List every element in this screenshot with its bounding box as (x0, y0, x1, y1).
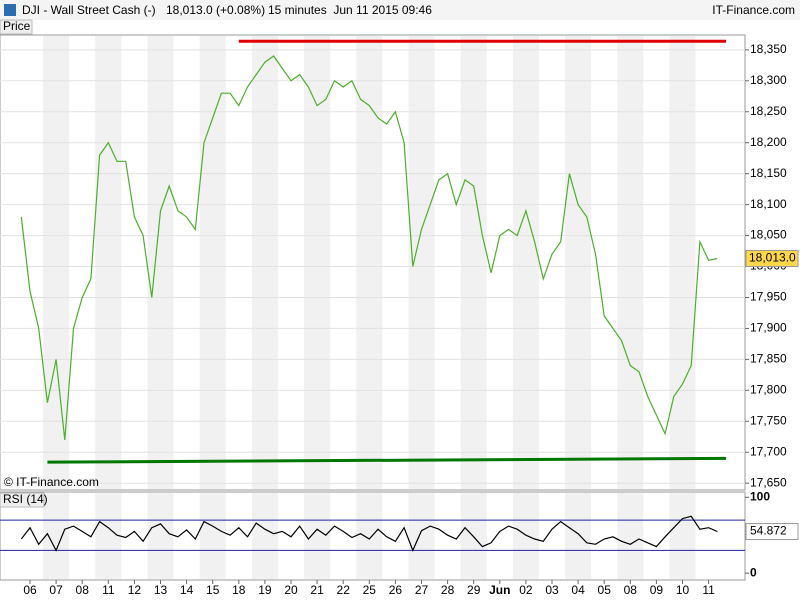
x-tick-label: 15 (206, 583, 220, 597)
x-tick-label: 22 (337, 583, 351, 597)
plot-layer: 06 07 08 11 12 13 14 15 18 19 20 21 22 25 26 27 28 29 Jun 0… (0, 19, 799, 597)
y-tick-label: 18,200 (750, 135, 787, 149)
x-tick-label: 14 (180, 583, 194, 597)
last-price-box (745, 249, 799, 267)
x-tick-label: 11 (102, 583, 115, 597)
x-tick-label: 19 (258, 583, 272, 597)
day-band (251, 493, 278, 579)
y-tick-label: 18,050 (750, 228, 787, 242)
day-band (617, 493, 644, 579)
x-tick-label: 12 (128, 583, 142, 597)
x-tick-label: Jun (489, 583, 510, 597)
panel-label: Price (3, 19, 31, 33)
x-tick-label: 11 (702, 583, 715, 597)
day-band (565, 493, 592, 579)
day-band (199, 493, 226, 579)
x-tick-label: 25 (363, 583, 377, 597)
last-price-label: 18,013.0 (749, 251, 796, 265)
panel-label: RSI (14) (3, 492, 48, 506)
header-bar (0, 0, 800, 20)
data-line (20, 515, 718, 552)
x-tick-label: 05 (598, 583, 612, 597)
x-tick-label: 29 (467, 583, 481, 597)
y-tick-label: 17,900 (750, 321, 787, 335)
y-tick-label: 17,700 (750, 444, 787, 458)
x-tick-label: 02 (519, 583, 533, 597)
last-rsi-box (745, 523, 799, 541)
day-band (304, 493, 331, 579)
brand: IT-Finance.com (712, 3, 795, 17)
y-tick-label: 17,950 (750, 290, 787, 304)
y-tick-label: 17,850 (750, 352, 787, 366)
y-tick-label: 0 (750, 565, 757, 579)
watermark: © IT-Finance.com (4, 475, 99, 489)
y-tick-label: 18,300 (750, 73, 787, 87)
period: 15 minutes Jun 11 2015 09:46 (268, 3, 432, 17)
x-tick-label: 13 (154, 583, 168, 597)
day-band (669, 493, 696, 579)
x-tick-label: 04 (571, 583, 585, 597)
instrument: DJI - Wall Street Cash (-) (22, 3, 156, 17)
day-band (147, 493, 174, 579)
y-tick-label: 100 (750, 489, 770, 503)
day-band (512, 493, 539, 579)
day-band (408, 493, 435, 579)
y-tick-label: 17,750 (750, 413, 787, 427)
reference-line (47, 456, 727, 464)
day-band (43, 493, 70, 579)
x-tick-label: 07 (49, 583, 63, 597)
last-rsi-label: 54.872 (750, 524, 787, 538)
x-tick-label: 21 (310, 583, 324, 597)
x-tick-label: 10 (676, 583, 690, 597)
y-tick-label: 18,250 (750, 104, 787, 118)
y-tick-label: 17,800 (750, 383, 787, 397)
panel-label-box (0, 19, 33, 35)
x-tick-label: 20 (284, 583, 298, 597)
quote: 18,013.0 (+0.08%) (166, 3, 265, 17)
x-tick-label: 06 (23, 583, 37, 597)
day-band (95, 493, 122, 579)
data-line (20, 55, 718, 440)
x-tick-label: 27 (415, 583, 429, 597)
x-tick-label: 03 (545, 583, 559, 597)
x-tick-label: 08 (624, 583, 638, 597)
y-tick-label: 17,650 (750, 475, 787, 489)
x-tick-label: 18 (232, 583, 246, 597)
y-tick-label: 18,150 (750, 166, 787, 180)
app-icon (4, 4, 16, 16)
x-tick-label: 08 (76, 583, 90, 597)
y-tick-label: 18,350 (750, 42, 787, 56)
x-tick-label: 26 (389, 583, 403, 597)
day-band (356, 493, 383, 579)
x-tick-label: 09 (650, 583, 664, 597)
panel-label-box (0, 492, 45, 508)
x-tick-label: 28 (441, 583, 455, 597)
y-tick-label: 18,100 (750, 197, 787, 211)
